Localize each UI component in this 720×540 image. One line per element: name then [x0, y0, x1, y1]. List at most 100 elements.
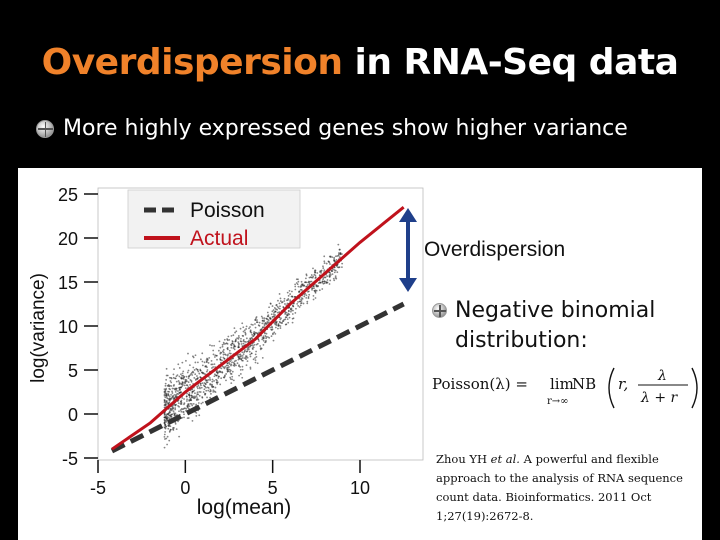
scatter-point — [205, 389, 208, 392]
scatter-point — [341, 262, 344, 265]
scatter-point — [244, 349, 246, 351]
scatter-point — [255, 350, 258, 353]
scatter-point — [333, 271, 336, 274]
scatter-point — [297, 301, 299, 303]
scatter-point — [183, 416, 185, 419]
scatter-point — [225, 342, 228, 345]
scatter-point — [243, 351, 246, 354]
scatter-point — [163, 446, 166, 449]
scatter-point — [181, 381, 184, 384]
scatter-point — [191, 370, 194, 373]
scatter-point — [276, 305, 279, 308]
scatter-point — [186, 371, 189, 374]
scatter-point — [223, 338, 226, 341]
scatter-point — [224, 365, 227, 368]
scatter-point — [192, 356, 195, 359]
scatter-point — [210, 359, 213, 362]
scatter-point — [219, 346, 222, 349]
scatter-point — [206, 357, 208, 360]
scatter-point — [288, 316, 291, 319]
scatter-point — [200, 402, 203, 405]
scatter-point — [246, 340, 249, 343]
scatter-point — [225, 364, 228, 367]
scatter-point — [232, 361, 235, 364]
scatter-point — [249, 366, 252, 369]
scatter-point — [258, 340, 260, 342]
scatter-point — [214, 374, 217, 377]
scatter-point — [255, 355, 258, 358]
scatter-point — [181, 397, 184, 399]
scatter-point — [201, 382, 204, 385]
scatter-point — [267, 321, 270, 324]
actual-line — [111, 206, 405, 451]
scatter-point — [164, 416, 167, 419]
scatter-point — [238, 374, 241, 377]
scatter-point — [217, 377, 220, 379]
scatter-point — [207, 389, 210, 392]
scatter-point — [231, 340, 234, 342]
scatter-point — [175, 375, 178, 378]
scatter-point — [232, 347, 235, 349]
scatter-point — [173, 412, 175, 415]
scatter-point — [298, 290, 301, 293]
scatter-point — [237, 335, 240, 337]
scatter-point — [198, 394, 201, 397]
scatter-point — [172, 376, 175, 379]
scatter-point — [304, 292, 307, 295]
scatter-point — [273, 307, 276, 309]
scatter-point — [285, 323, 288, 326]
scatter-point — [297, 285, 300, 288]
scatter-point — [180, 410, 183, 413]
scatter-point — [185, 395, 188, 398]
scatter-point — [183, 402, 186, 405]
title-rest: in RNA-Seq data — [342, 42, 679, 83]
scatter-point — [338, 252, 340, 254]
scatter-point — [191, 390, 194, 393]
scatter-point — [242, 342, 245, 345]
scatter-point — [281, 301, 284, 303]
scatter-point — [168, 376, 171, 379]
scatter-point — [323, 262, 326, 264]
scatter-point — [222, 353, 225, 356]
scatter-point — [290, 309, 293, 311]
scatter-point — [213, 356, 216, 358]
scatter-point — [177, 402, 180, 405]
scatter-point — [196, 397, 199, 400]
scatter-point — [250, 352, 253, 355]
scatter-point — [167, 392, 170, 395]
citation-authors: Zhou YH — [436, 452, 491, 466]
scatter-point — [220, 367, 223, 370]
scatter-point — [167, 394, 170, 397]
scatter-point — [216, 371, 218, 374]
scatter-point — [173, 413, 176, 416]
scatter-point — [274, 332, 277, 335]
scatter-point — [339, 252, 342, 255]
scatter-point — [182, 370, 185, 373]
slide-title: Overdispersion in RNA-Seq data — [0, 42, 720, 83]
legend-poisson-label: Poisson — [190, 199, 265, 222]
bullet-icon — [36, 119, 54, 138]
scatter-point — [181, 416, 184, 419]
scatter-point — [298, 300, 301, 303]
scatter-point — [222, 356, 225, 359]
scatter-point — [317, 282, 320, 284]
scatter-point — [219, 359, 222, 361]
scatter-point — [187, 417, 190, 419]
scatter-point — [209, 383, 212, 386]
citation: Zhou YH et al. A powerful and flexible a… — [436, 450, 698, 526]
scatter-point — [274, 326, 277, 329]
scatter-point — [237, 337, 240, 340]
scatter-point — [197, 393, 200, 396]
scatter-point — [275, 303, 278, 306]
scatter-point — [322, 267, 325, 269]
scatter-point — [259, 345, 262, 347]
scatter-point — [168, 399, 171, 401]
scatter-point — [249, 329, 252, 332]
scatter-point — [241, 359, 244, 362]
scatter-point — [167, 385, 170, 387]
y-tick-label: 25 — [58, 185, 78, 205]
scatter-point — [177, 363, 180, 366]
x-tick-label: 0 — [180, 478, 190, 498]
scatter-point — [278, 307, 281, 310]
scatter-point — [300, 280, 303, 283]
